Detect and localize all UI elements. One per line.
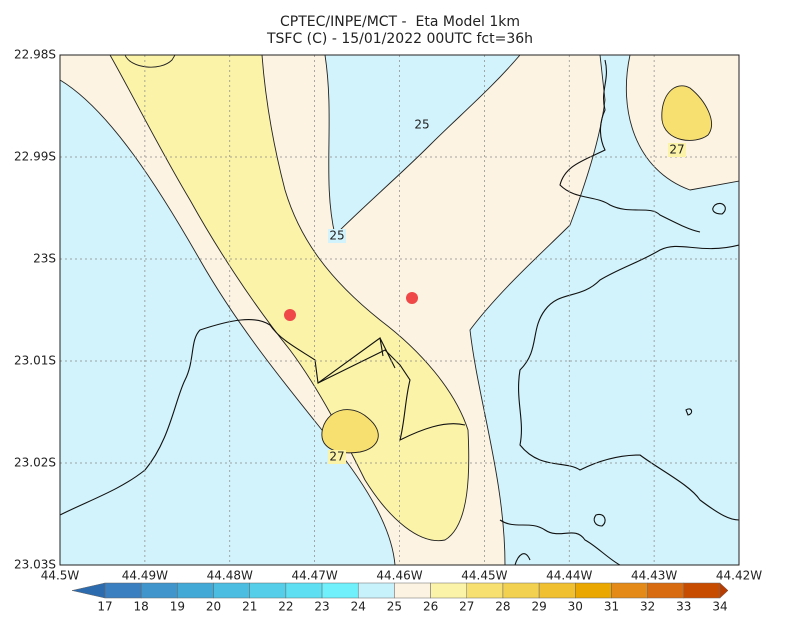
- contour-label: 25: [329, 229, 344, 243]
- colorbar-segment: [502, 582, 540, 599]
- contour-label: 27: [329, 450, 344, 464]
- contour-label-bg: [413, 118, 431, 132]
- lon-label: 44.47W: [292, 569, 338, 583]
- contour-label-bg: [328, 450, 346, 464]
- colorbar-label: 17: [97, 600, 112, 614]
- lon-label: 44.48W: [207, 569, 253, 583]
- colorbar-label: 30: [568, 600, 583, 614]
- location-marker: [406, 292, 418, 304]
- colorbar-label: 29: [531, 600, 546, 614]
- lat-label: 23.02S: [14, 456, 56, 470]
- colorbar-label: 31: [604, 600, 619, 614]
- island: [712, 202, 726, 215]
- coastline: [499, 519, 621, 565]
- lon-label: 44.45W: [461, 569, 507, 583]
- colorbar-label: 33: [676, 600, 691, 614]
- colorbar-segment: [466, 582, 504, 599]
- colorbar: 17 18 19 20 21 22 23 24 25 26 27 28 29 30 31 32 33 34: [71, 582, 729, 614]
- lon-label: 44.49W: [122, 569, 168, 583]
- colorbar-label: 18: [134, 600, 149, 614]
- colorbar-label: 28: [495, 600, 510, 614]
- lon-label: 44.43W: [631, 569, 677, 583]
- colorbar-segment: [430, 582, 468, 599]
- island: [685, 408, 693, 416]
- lon-label: 44.44W: [546, 569, 592, 583]
- plot-border: [59, 54, 740, 566]
- lon-label: 44.46W: [376, 569, 422, 583]
- lat-label: 23.01S: [14, 354, 56, 368]
- colorbar-segment: [285, 582, 323, 599]
- lat-label: 23.03S: [14, 558, 56, 572]
- colorbar-segment: [394, 582, 431, 599]
- island: [593, 513, 606, 527]
- field-26-27: [124, 55, 176, 68]
- colorbar-arrow: [719, 582, 729, 599]
- colorbar-segment: [321, 582, 359, 599]
- colorbar-segment: [647, 582, 685, 599]
- lon-label: 44.42W: [716, 569, 762, 583]
- colorbar-segment: [683, 582, 721, 599]
- colorbar-arrow: [71, 582, 106, 599]
- colorbar-segment: [538, 582, 576, 599]
- colorbar-label: 24: [351, 600, 366, 614]
- field-26-27: [109, 55, 470, 542]
- field-27-28: [661, 85, 712, 141]
- grid: [60, 55, 739, 565]
- colorbar-label: 22: [278, 600, 293, 614]
- colorbar-segment: [213, 582, 250, 599]
- title: CPTEC/INPE/MCT - Eta Model 1km: [280, 14, 520, 30]
- subtitle: TSFC (C) - 15/01/2022 00UTC fct=36h: [266, 31, 533, 47]
- colorbar-label: 34: [712, 600, 727, 614]
- contour-label-bg: [328, 229, 346, 243]
- contour-label-bg: [668, 143, 686, 157]
- colorbar-segment: [357, 582, 395, 599]
- lat-label: 22.98S: [14, 48, 56, 62]
- colorbar-segment: [611, 582, 648, 599]
- colorbar-label: 25: [387, 600, 402, 614]
- colorbar-segment: [104, 582, 142, 599]
- colorbar-segment: [575, 582, 612, 599]
- lat-label: 23S: [33, 252, 56, 266]
- lon-label: 44.5W: [41, 569, 80, 583]
- location-marker: [284, 309, 296, 321]
- colorbar-label: 21: [242, 600, 257, 614]
- coastline: [60, 319, 466, 516]
- colorbar-label: 26: [423, 600, 438, 614]
- colorbar-segment: [249, 582, 287, 599]
- coastline: [518, 244, 739, 521]
- colorbar-label: 32: [640, 600, 655, 614]
- colorbar-label: 27: [459, 600, 474, 614]
- colorbar-label: 19: [170, 600, 185, 614]
- lat-label: 22.99S: [14, 150, 56, 164]
- coastline: [317, 337, 396, 384]
- colorbar-segment: [140, 582, 178, 599]
- colorbar-segment: [177, 582, 214, 599]
- colorbar-label: 23: [314, 600, 329, 614]
- coastline: [559, 59, 701, 233]
- contour-label: 25: [414, 118, 429, 132]
- map-field: [60, 55, 739, 565]
- contour-label: 27: [669, 143, 684, 157]
- colorbar-label: 20: [206, 600, 221, 614]
